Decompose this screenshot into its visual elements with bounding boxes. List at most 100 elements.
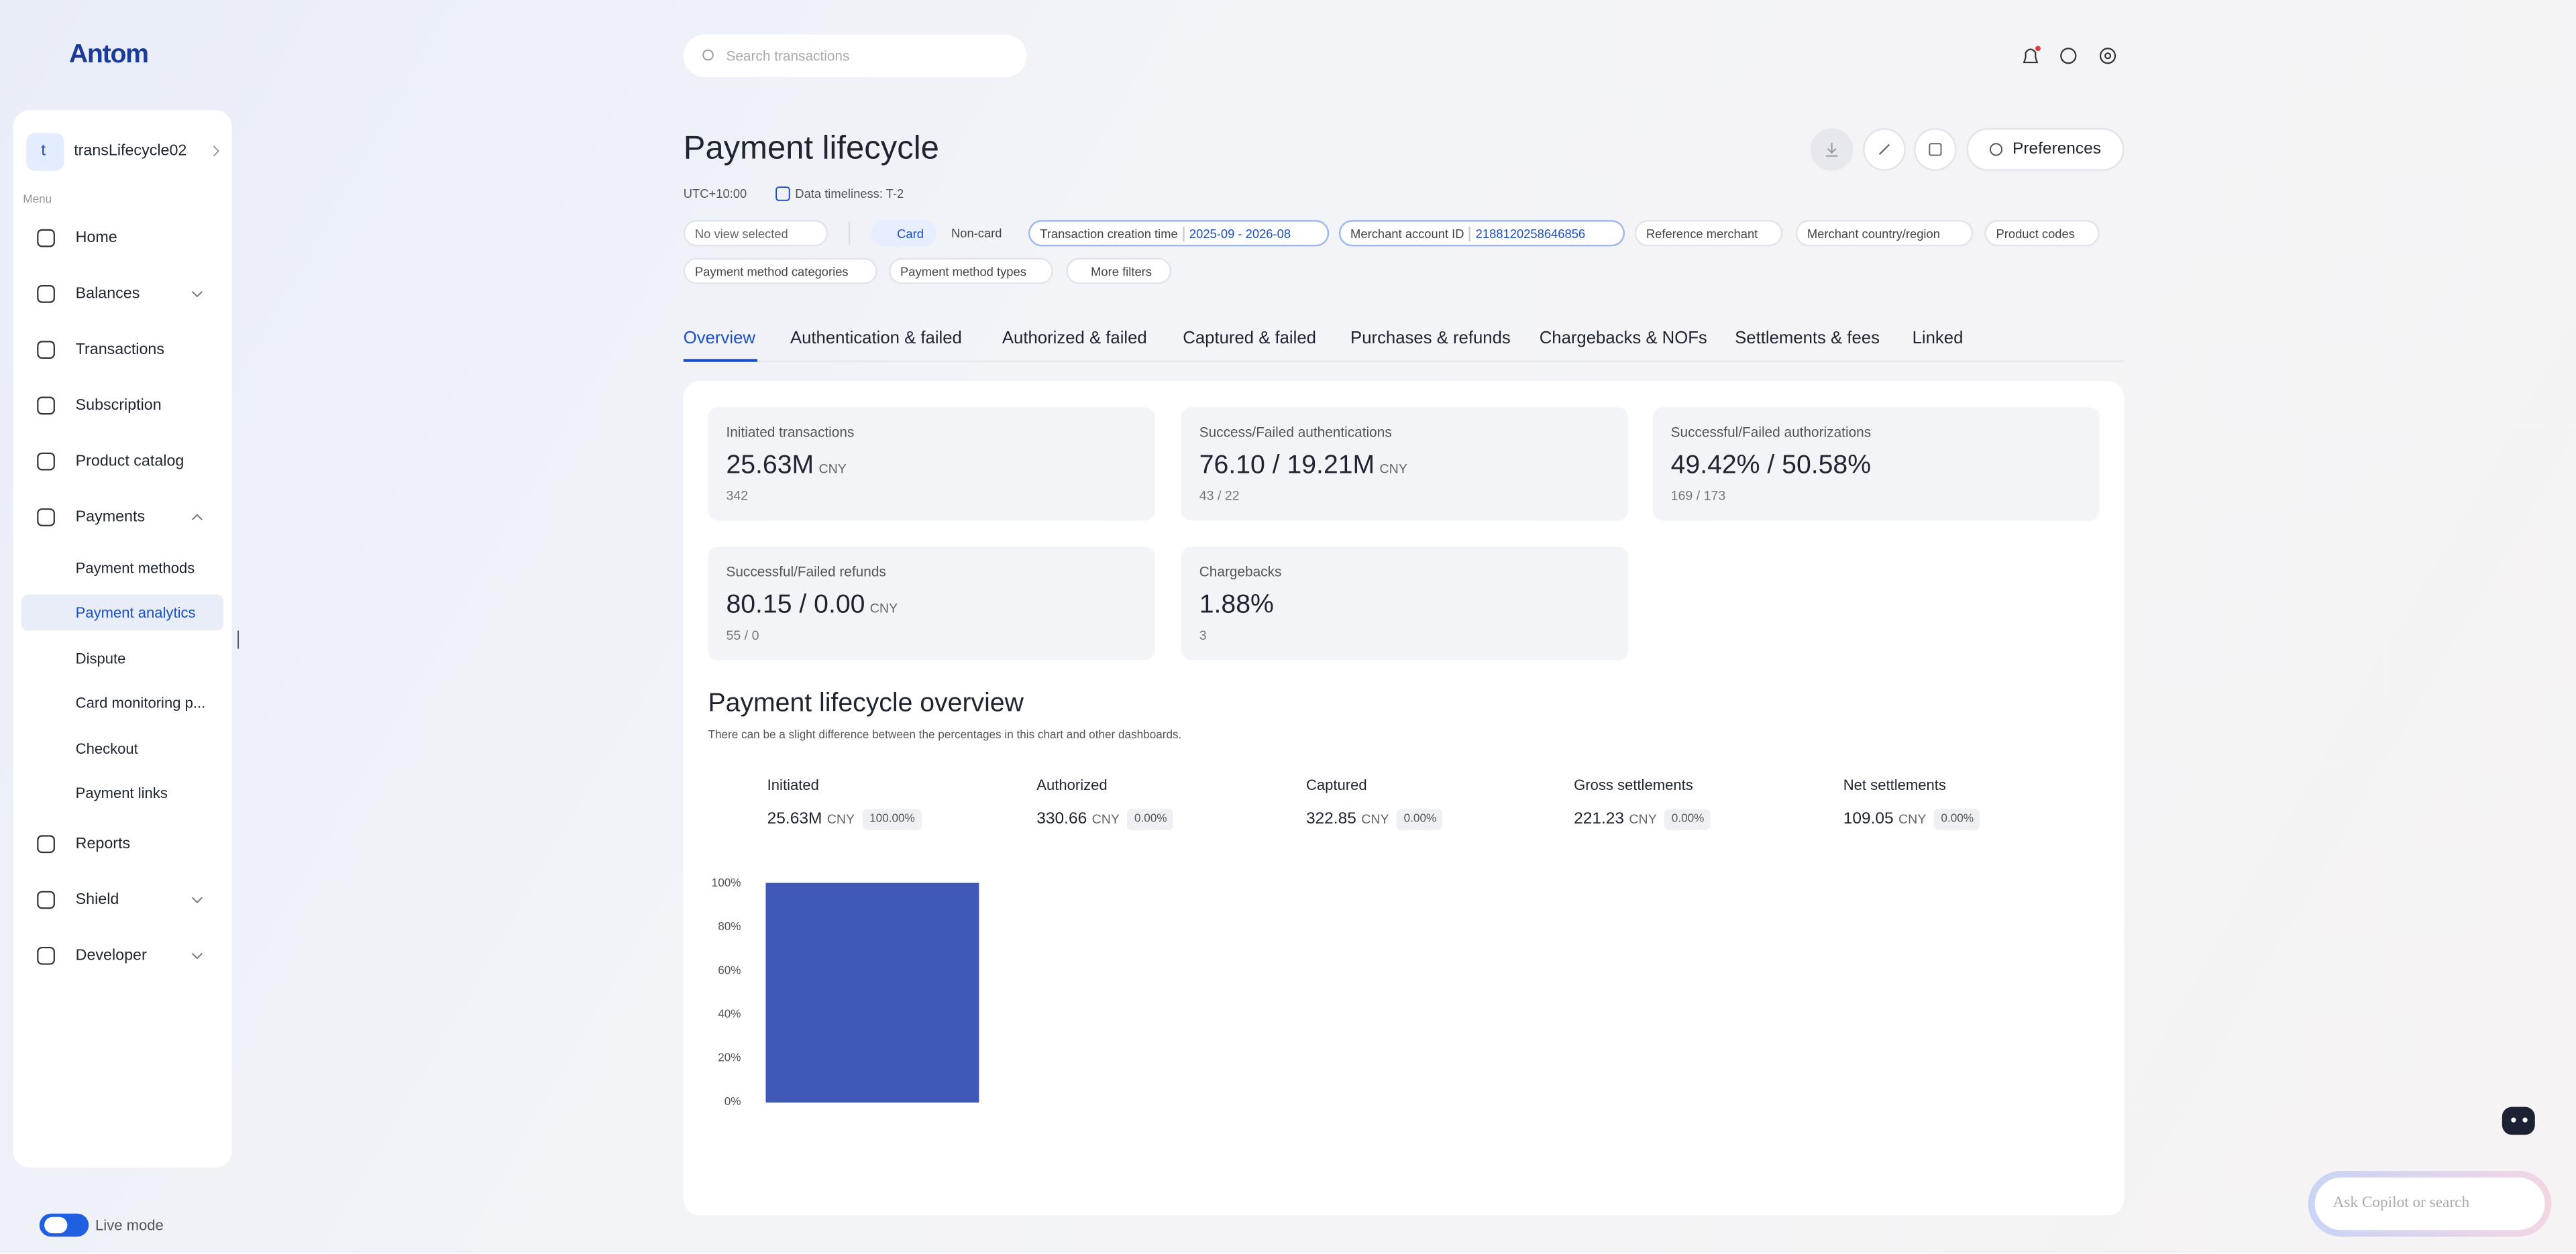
menu-item[interactable]: Developer xyxy=(75,946,147,965)
account-initial: t xyxy=(41,141,46,160)
metric-unit: CNY xyxy=(818,461,847,477)
metric-value-row: 76.10 / 19.21M CNY xyxy=(1199,451,1407,481)
non-card-toggle[interactable]: Non-card xyxy=(951,225,1002,241)
stage-amount: 221.23 xyxy=(1574,810,1625,829)
tab[interactable]: Chargebacks & NOFs xyxy=(1539,328,1707,349)
menu-item[interactable]: Balances xyxy=(75,284,140,303)
metric-card xyxy=(1181,547,1628,661)
copilot-inner xyxy=(2314,1177,2545,1231)
search-placeholder: Search transactions xyxy=(726,48,850,64)
metric-unit: CNY xyxy=(1379,461,1407,477)
menu-item[interactable]: Reports xyxy=(75,835,131,854)
menu-icon xyxy=(37,946,55,965)
tab[interactable]: Captured & failed xyxy=(1183,328,1316,349)
metric-value: 1.88% xyxy=(1199,591,1274,620)
metric-sub: 43 / 22 xyxy=(1199,488,1240,504)
preferences-label[interactable]: Preferences xyxy=(2012,140,2102,159)
stage-percent: 0.00% xyxy=(1397,809,1444,830)
tab[interactable]: Settlements & fees xyxy=(1735,328,1880,349)
submenu-item[interactable]: Dispute xyxy=(75,650,126,667)
metric-card xyxy=(708,547,1155,661)
submenu-item[interactable]: Payment links xyxy=(75,785,168,802)
chip-text: Payment method categories xyxy=(694,264,849,279)
filter[interactable]: Reference merchant xyxy=(1634,220,1783,247)
filter[interactable]: Product codes xyxy=(1984,220,2100,247)
menu-item[interactable]: Product catalog xyxy=(75,452,184,471)
view-filter[interactable]: No view selected xyxy=(683,220,828,247)
metric-label: Initiated transactions xyxy=(726,423,855,441)
metric-label: Chargebacks xyxy=(1199,563,1282,580)
live-mode-label: Live mode xyxy=(95,1216,164,1234)
stage-percent: 0.00% xyxy=(1934,809,1980,830)
metric-sub: 169 / 173 xyxy=(1670,488,1726,504)
stage-name: Net settlements xyxy=(1843,777,1946,793)
metric-sub: 3 xyxy=(1199,628,1207,643)
chip-value: 2188120258646856 xyxy=(1475,225,1586,241)
menu-item[interactable]: Payments xyxy=(75,508,146,526)
menu-item[interactable]: Transactions xyxy=(75,341,164,359)
tab[interactable]: Authentication & failed xyxy=(790,328,962,349)
copilot-eye xyxy=(2511,1117,2516,1123)
filter[interactable]: Merchant country/region xyxy=(1795,220,1974,247)
stage-percent: 100.00% xyxy=(863,809,922,830)
submenu-item[interactable]: Payment analytics xyxy=(75,604,196,621)
stage-name: Authorized xyxy=(1036,777,1108,793)
menu-icon xyxy=(37,341,55,359)
preferences-icon xyxy=(1989,143,2003,156)
chip-text: No view selected xyxy=(694,225,788,241)
menu-item[interactable]: Home xyxy=(75,229,117,247)
metric-value-row: 1.88% xyxy=(1199,591,1274,621)
menu-icon xyxy=(37,835,55,854)
time-filter[interactable]: Transaction creation time 2025-09 - 2026-… xyxy=(1028,220,1330,247)
y-tick-label: 60% xyxy=(718,963,741,976)
timeliness: Data timeliness: T-2 xyxy=(795,186,904,202)
copilot-placeholder[interactable]: Ask Copilot or search xyxy=(2332,1195,2470,1212)
tab[interactable]: Purchases & refunds xyxy=(1350,328,1511,349)
download-icon xyxy=(1826,143,1838,157)
metric-value: 76.10 / 19.21M xyxy=(1199,451,1375,480)
y-tick-label: 0% xyxy=(724,1094,741,1108)
submenu-item[interactable]: Checkout xyxy=(75,740,138,757)
filter[interactable]: Payment method types xyxy=(888,258,1053,284)
stage-percent: 0.00% xyxy=(1665,809,1711,830)
more-filters[interactable]: More filters xyxy=(1066,258,1172,284)
metric-unit: CNY xyxy=(869,601,898,616)
page-title: Payment lifecycle xyxy=(683,130,939,167)
menu-item[interactable]: Subscription xyxy=(75,396,162,415)
card-toggle[interactable]: Card xyxy=(870,220,936,247)
link-icon xyxy=(1878,144,1890,155)
bar xyxy=(765,882,979,1103)
preferences-button[interactable] xyxy=(1966,128,2125,171)
active-item-bg xyxy=(21,594,224,631)
stage-unit: CNY xyxy=(1629,812,1657,828)
stage-row: 25.63M CNY 100.00% xyxy=(767,809,922,830)
chevron xyxy=(191,291,203,298)
chevron xyxy=(191,514,203,520)
tab[interactable]: Authorized & failed xyxy=(1002,328,1147,349)
menu-icon xyxy=(37,396,55,415)
search-box[interactable] xyxy=(683,34,1027,78)
metric-value: 80.15 / 0.00 xyxy=(726,591,865,620)
timezone: UTC+10:00 xyxy=(683,186,747,202)
stage-unit: CNY xyxy=(826,812,855,828)
submenu-item[interactable]: Card monitoring p... xyxy=(75,694,206,711)
merchant-filter[interactable]: Merchant account ID 2188120258646856 xyxy=(1338,220,1625,247)
globe-icon xyxy=(2060,48,2077,64)
menu-item[interactable]: Shield xyxy=(75,891,119,909)
stage-name: Initiated xyxy=(767,777,819,793)
search-icon xyxy=(702,49,714,61)
menu-icon xyxy=(37,452,55,471)
stage-name: Gross settlements xyxy=(1574,777,1693,793)
account-name[interactable]: transLifecycle02 xyxy=(74,141,187,160)
copilot-eye xyxy=(2522,1117,2528,1123)
chip-text: Card xyxy=(897,225,924,241)
settings-icon-inner xyxy=(2104,52,2112,60)
stage-row: 330.66 CNY 0.00% xyxy=(1036,809,1174,830)
filter[interactable]: Payment method categories xyxy=(683,258,877,284)
y-tick-label: 80% xyxy=(718,919,741,933)
tab[interactable]: Linked xyxy=(1912,328,1964,349)
tab[interactable]: Overview xyxy=(683,328,755,349)
copilot-bot xyxy=(2502,1106,2535,1135)
submenu-item[interactable]: Payment methods xyxy=(75,560,195,577)
